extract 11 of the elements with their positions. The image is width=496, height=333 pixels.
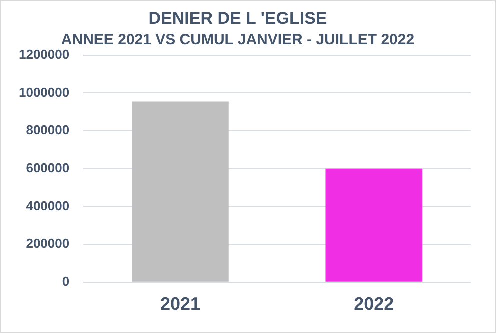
x-tick-label: 2022	[354, 294, 394, 314]
y-tick-label: 1200000	[18, 46, 70, 62]
chart-title: DENIER DE L 'EGLISE	[148, 8, 328, 28]
y-tick-label: 200000	[26, 236, 70, 252]
chart-subtitle: ANNEE 2021 VS CUMUL JANVIER - JUILLET 2022	[61, 32, 415, 49]
y-tick-label: 0	[62, 274, 70, 289]
y-tick-label: 800000	[26, 122, 70, 138]
x-tick-label: 2021	[160, 294, 200, 314]
y-tick-label: 400000	[26, 198, 70, 214]
y-tick-label: 1000000	[18, 84, 70, 100]
y-tick-label: 600000	[26, 160, 70, 176]
